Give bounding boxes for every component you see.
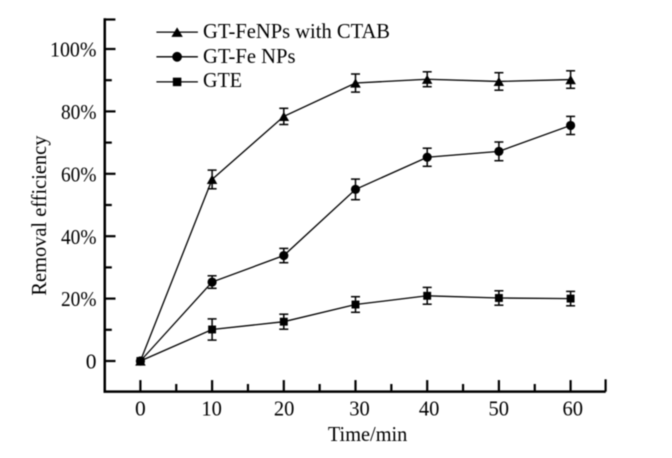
- svg-text:Time/min: Time/min: [328, 422, 408, 446]
- svg-text:0: 0: [135, 396, 146, 420]
- svg-text:50: 50: [488, 396, 509, 420]
- svg-text:100%: 100%: [50, 38, 97, 62]
- svg-text:GTE: GTE: [203, 68, 242, 92]
- svg-text:60%: 60%: [61, 162, 97, 186]
- svg-text:Removal efficiency: Removal efficiency: [27, 135, 51, 295]
- svg-text:0: 0: [86, 350, 97, 374]
- svg-text:20%: 20%: [61, 287, 97, 311]
- svg-text:40%: 40%: [61, 225, 97, 249]
- svg-text:30: 30: [349, 396, 370, 420]
- svg-text:GT-Fe NPs: GT-Fe NPs: [203, 44, 296, 68]
- svg-text:GT-FeNPs with CTAB: GT-FeNPs with CTAB: [203, 19, 390, 43]
- svg-text:40: 40: [419, 396, 440, 420]
- svg-text:10: 10: [201, 396, 222, 420]
- svg-text:60: 60: [563, 396, 584, 420]
- svg-text:20: 20: [274, 396, 295, 420]
- svg-text:80%: 80%: [61, 100, 97, 124]
